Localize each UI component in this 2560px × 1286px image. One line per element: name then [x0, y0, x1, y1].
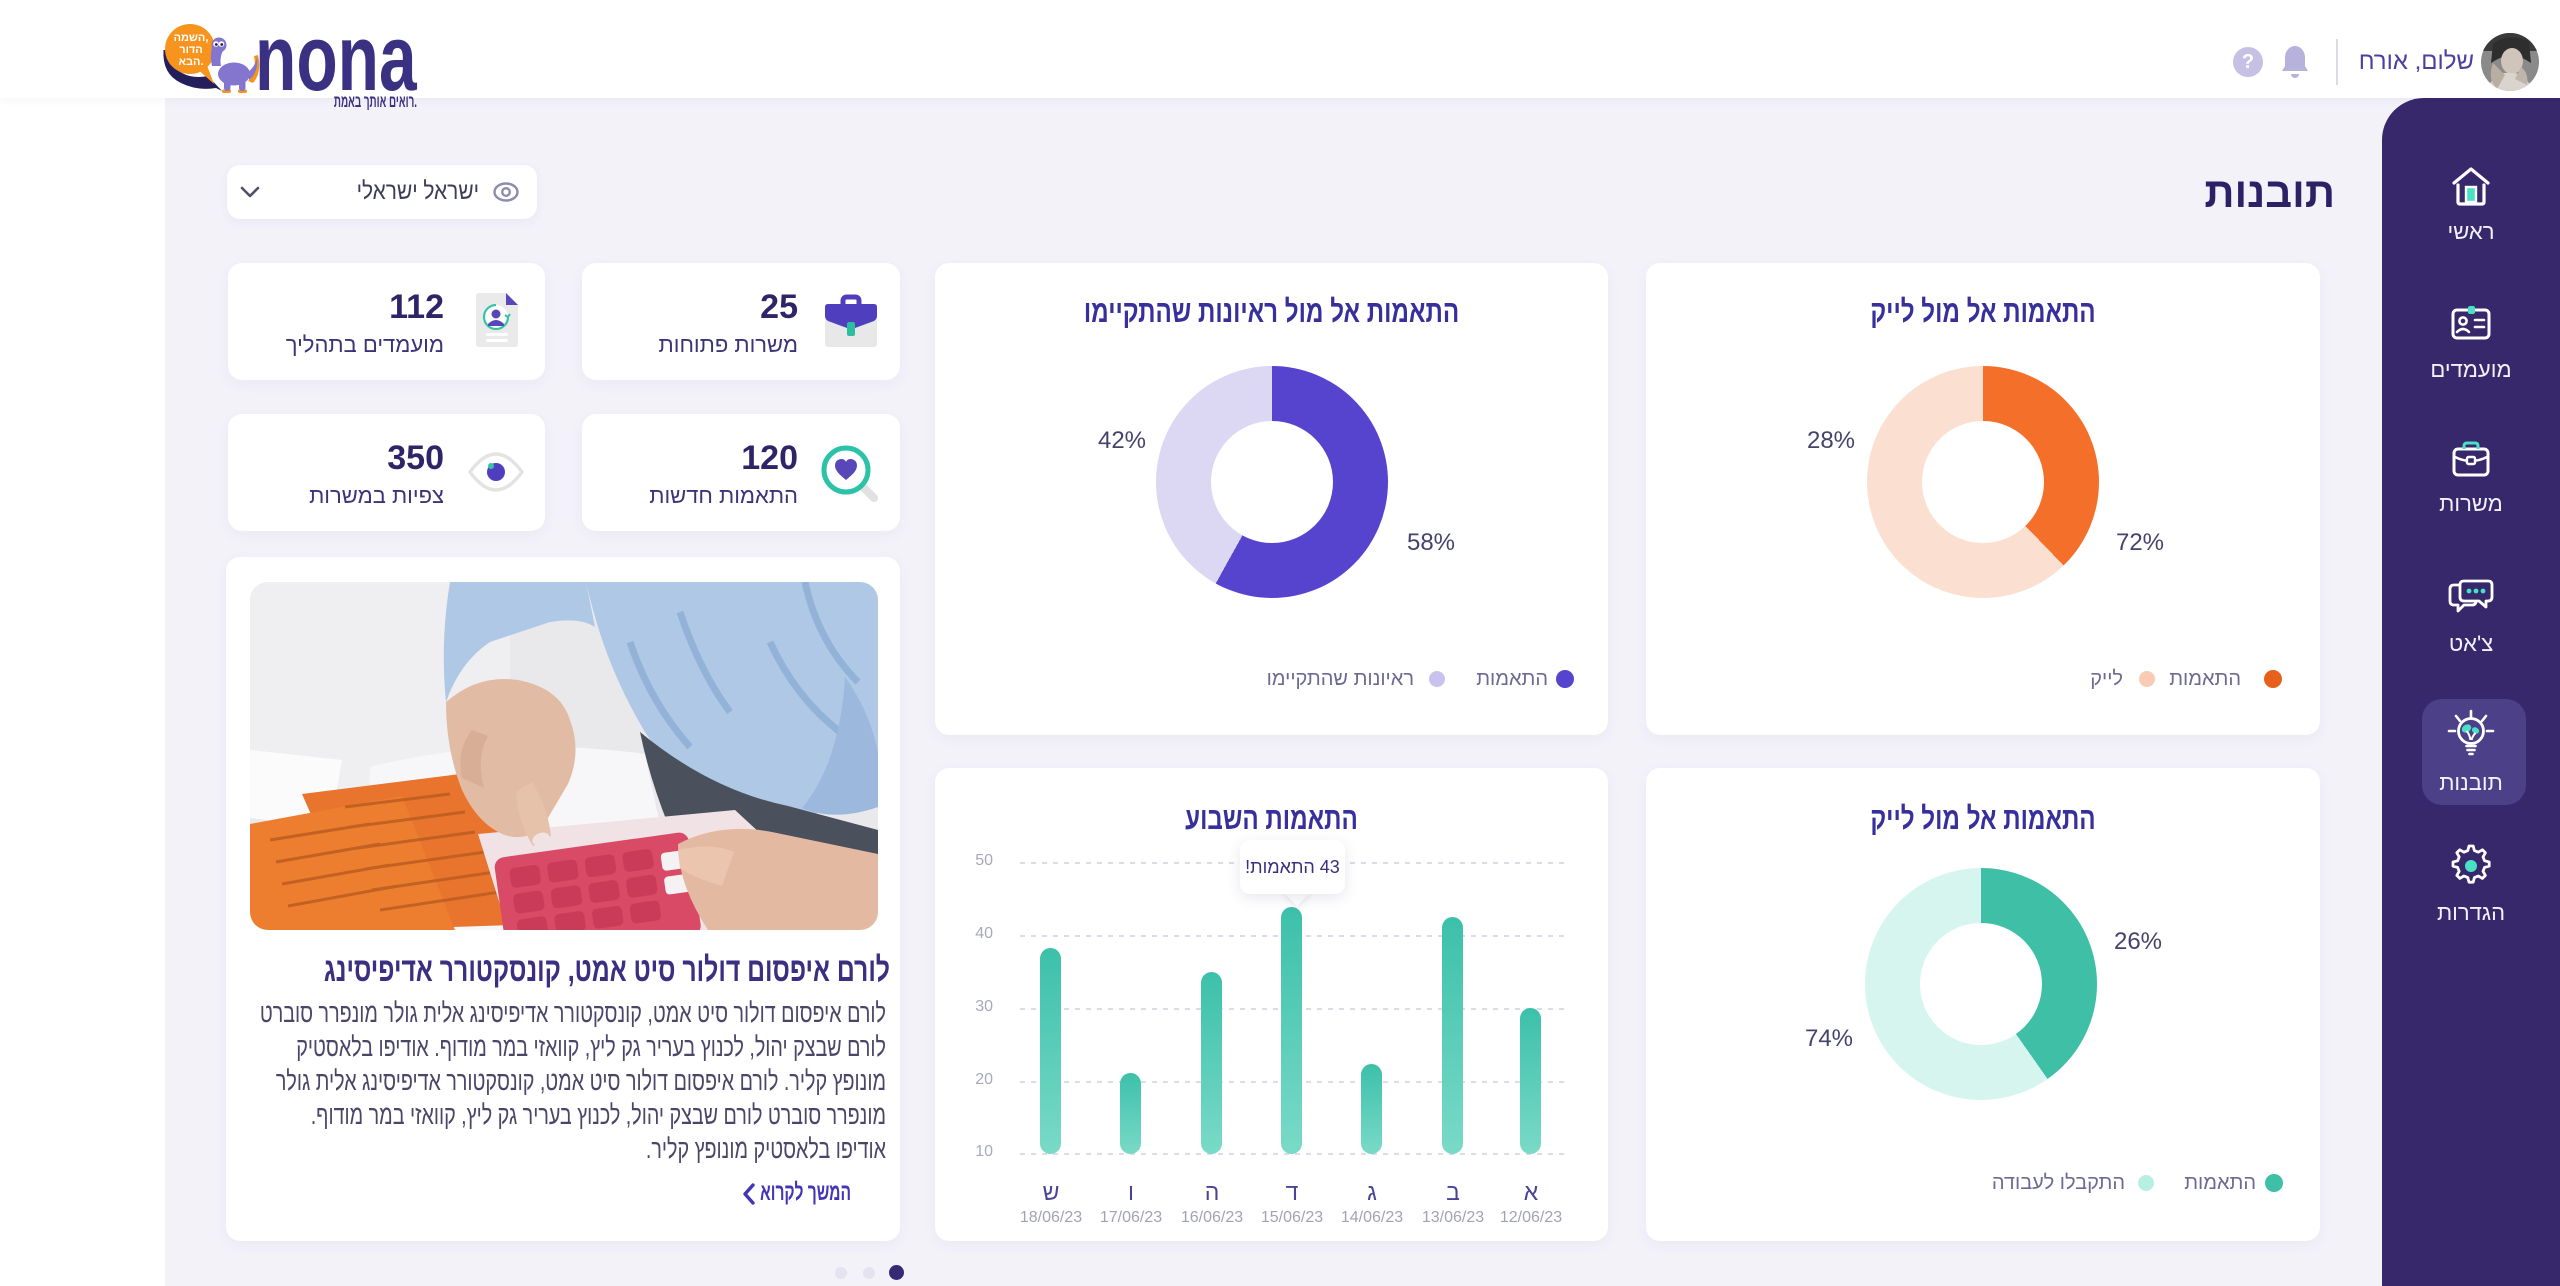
svg-text:nona: nona	[255, 14, 418, 111]
svg-text:הדור: הדור	[179, 44, 203, 56]
svg-text:השמה,: השמה,	[174, 32, 209, 44]
svg-text:הבא.: הבא.	[178, 56, 203, 68]
svg-text:רואים אותך באמת.: רואים אותך באמת.	[334, 91, 417, 111]
